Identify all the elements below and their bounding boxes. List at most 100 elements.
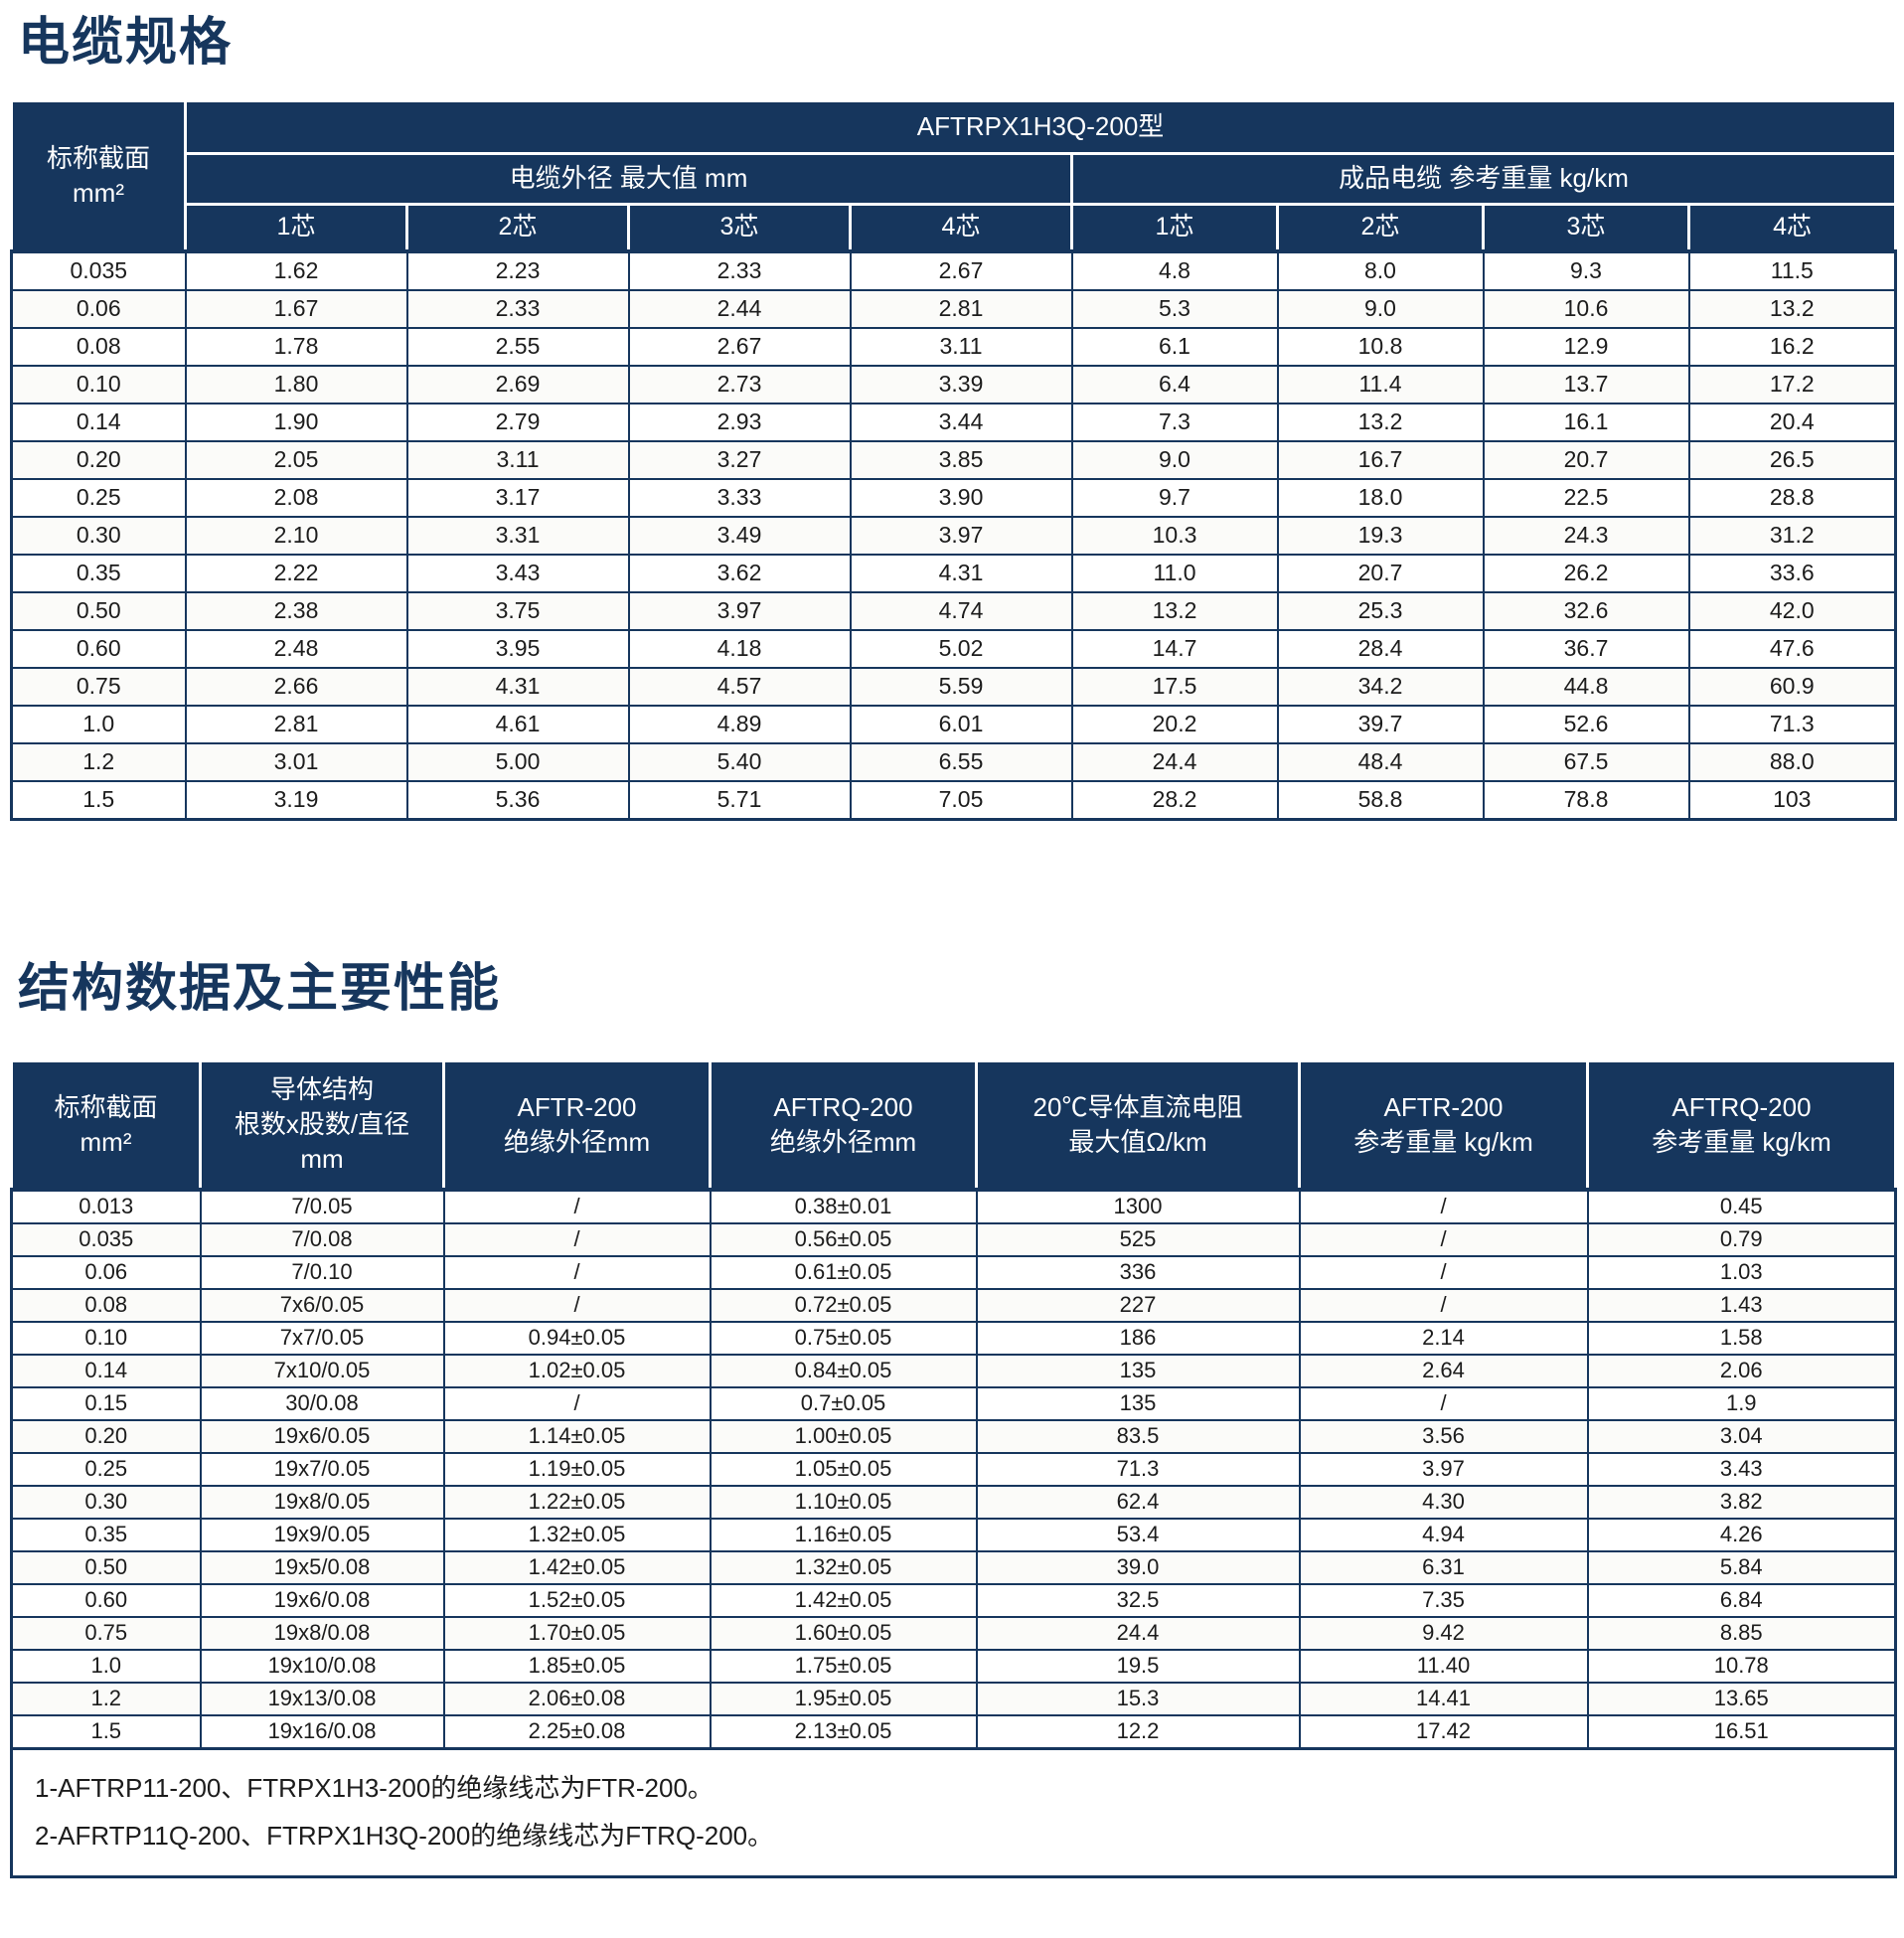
value-cell: 58.8 <box>1276 779 1485 821</box>
footnote-line: 2-AFRTP11Q-200、FTRPX1H3Q-200的绝缘线芯为FTRQ-2… <box>35 1820 774 1851</box>
value-cell: 2.44 <box>627 288 852 329</box>
value-cell: 20.7 <box>1276 553 1485 593</box>
value-cell: / <box>442 1385 712 1421</box>
header-line: AFTRQ-200 <box>1671 1091 1812 1122</box>
nominal-size-cell: 0.15 <box>10 1385 202 1421</box>
table-row: 1.2 19x13/0.08 2.06±0.08 1.95±0.05 15.3 14.41… <box>10 1681 1897 1716</box>
nominal-size-cell: 1.2 <box>10 1681 202 1716</box>
table-row: 0.60 19x6/0.08 1.52±0.05 1.42±0.05 32.5 7.35 6… <box>10 1582 1897 1618</box>
value-cell: 52.6 <box>1482 704 1690 744</box>
value-cell: 2.48 <box>184 628 408 669</box>
nominal-size-cell: 0.50 <box>10 590 187 631</box>
table-row: 1.0 19x10/0.08 1.85±0.05 1.75±0.05 19.5 11.40… <box>10 1648 1897 1684</box>
value-cell: 9.0 <box>1070 439 1279 480</box>
cable-spec-table-body: 0.035 1.62 2.23 2.33 2.67 4.8 8.0 9.3 11.5 0.06 1.… <box>10 248 1897 821</box>
nominal-size-cell: 1.0 <box>10 704 187 744</box>
value-cell: 4.74 <box>849 590 1073 631</box>
value-cell: 2.22 <box>184 553 408 593</box>
value-cell: 1.16±0.05 <box>709 1517 978 1552</box>
value-cell: 19.3 <box>1276 515 1485 556</box>
value-cell: 19x13/0.08 <box>199 1681 445 1716</box>
value-cell: 39.0 <box>975 1549 1301 1585</box>
value-cell: 1.32±0.05 <box>709 1549 978 1585</box>
value-cell: 0.72±0.05 <box>709 1287 978 1323</box>
value-cell: 3.04 <box>1586 1418 1897 1454</box>
col-header-core: 3芯 <box>1482 202 1690 253</box>
value-cell: 16.1 <box>1482 402 1690 442</box>
value-cell: 10.8 <box>1276 326 1485 367</box>
value-cell: 7x10/0.05 <box>199 1353 445 1388</box>
value-cell: 1.95±0.05 <box>709 1681 978 1716</box>
table-row: 0.20 19x6/0.05 1.14±0.05 1.00±0.05 83.5 3.56 3… <box>10 1418 1897 1454</box>
value-cell: 83.5 <box>975 1418 1301 1454</box>
value-cell: 47.6 <box>1687 628 1897 669</box>
cable-spec-title: 电缆规格 <box>18 14 234 72</box>
value-cell: 5.3 <box>1070 288 1279 329</box>
value-cell: 33.6 <box>1687 553 1897 593</box>
table-row: 0.013 7/0.05/0.38±0.01 1300/0.45 <box>10 1187 1897 1224</box>
value-cell: 19x8/0.05 <box>199 1484 445 1520</box>
value-cell: 2.73 <box>627 364 852 404</box>
value-cell: 6.1 <box>1070 326 1279 367</box>
footnotes-cell: 1-AFTRP11-200、FTRPX1H3-200的绝缘线芯为FTR-200。… <box>10 1746 1897 1878</box>
value-cell: 2.06 <box>1586 1353 1897 1388</box>
value-cell: 2.13±0.05 <box>709 1713 978 1750</box>
value-cell: 28.2 <box>1070 779 1279 821</box>
value-cell: 2.66 <box>184 666 408 707</box>
value-cell: 19x6/0.08 <box>199 1582 445 1618</box>
nominal-size-cell: 0.14 <box>10 1353 202 1388</box>
value-cell: 7/0.08 <box>199 1221 445 1257</box>
value-cell: 6.84 <box>1586 1582 1897 1618</box>
value-cell: 4.8 <box>1070 248 1279 291</box>
value-cell: 4.89 <box>627 704 852 744</box>
value-cell: 11.4 <box>1276 364 1485 404</box>
structure-table-foot: 1-AFTRP11-200、FTRPX1H3-200的绝缘线芯为FTR-200。… <box>10 1746 1897 1878</box>
nominal-size-cell: 0.10 <box>10 1320 202 1356</box>
table-row: 0.06 7/0.10/0.61±0.05 336/1.03 <box>10 1254 1897 1290</box>
value-cell: / <box>1298 1254 1589 1290</box>
value-cell: 42.0 <box>1687 590 1897 631</box>
header-line: 20℃导体直流电阻 <box>1032 1091 1243 1122</box>
header-line: 绝缘外径mm <box>769 1126 917 1157</box>
nominal-size-cell: 0.35 <box>10 553 187 593</box>
value-cell: 24.4 <box>1070 741 1279 782</box>
value-cell: 0.45 <box>1586 1187 1897 1224</box>
value-cell: 26.5 <box>1687 439 1897 480</box>
value-cell: 1.05±0.05 <box>709 1451 978 1487</box>
value-cell: 5.00 <box>405 741 630 782</box>
value-cell: 30/0.08 <box>199 1385 445 1421</box>
value-cell: 9.3 <box>1482 248 1690 291</box>
value-cell: 3.31 <box>405 515 630 556</box>
value-cell: 0.56±0.05 <box>709 1221 978 1257</box>
value-cell: 8.0 <box>1276 248 1485 291</box>
value-cell: 1.03 <box>1586 1254 1897 1290</box>
value-cell: 1.80 <box>184 364 408 404</box>
value-cell: 71.3 <box>1687 704 1897 744</box>
value-cell: 12.2 <box>975 1713 1301 1750</box>
table-row: 0.14 1.90 2.79 2.93 3.44 7.3 13.2 16.1 20.4 <box>10 402 1897 442</box>
value-cell: / <box>1298 1221 1589 1257</box>
value-cell: 1.58 <box>1586 1320 1897 1356</box>
value-cell: 18.0 <box>1276 477 1485 518</box>
value-cell: 5.02 <box>849 628 1073 669</box>
col-header-nominal-section: 标称截面 mm² <box>10 98 187 253</box>
structure-data-table: 标称截面 mm² 导体结构 根数x股数/直径 mm AFTR-200 绝缘外径m… <box>10 1058 1897 1878</box>
value-cell: 16.7 <box>1276 439 1485 480</box>
value-cell: 2.33 <box>405 288 630 329</box>
value-cell: 1.19±0.05 <box>442 1451 712 1487</box>
table-row: 0.10 7x7/0.05 0.94±0.05 0.75±0.05 186 2.14 1.5… <box>10 1320 1897 1356</box>
value-cell: 9.7 <box>1070 477 1279 518</box>
nominal-size-cell: 0.14 <box>10 402 187 442</box>
header-line: AFTR-200 <box>1383 1091 1504 1122</box>
table-row: 0.035 1.62 2.23 2.33 2.67 4.8 8.0 9.3 11.5 <box>10 248 1897 291</box>
nominal-size-cell: 0.25 <box>10 477 187 518</box>
value-cell: 1.42±0.05 <box>709 1582 978 1618</box>
value-cell: 7x7/0.05 <box>199 1320 445 1356</box>
value-cell: 22.5 <box>1482 477 1690 518</box>
nominal-size-cell: 1.2 <box>10 741 187 782</box>
nominal-size-cell: 0.35 <box>10 1517 202 1552</box>
cable-spec-section: 电缆规格 标称截面 mm² AFTRPX1H3Q-200型 电缆外径 最大值 m… <box>10 14 1898 821</box>
structure-data-title: 结构数据及主要性能 <box>18 959 502 1018</box>
table-row: 0.08 7x6/0.05/0.72±0.05 227/1.43 <box>10 1287 1897 1323</box>
header-line: 绝缘外径mm <box>503 1126 651 1157</box>
